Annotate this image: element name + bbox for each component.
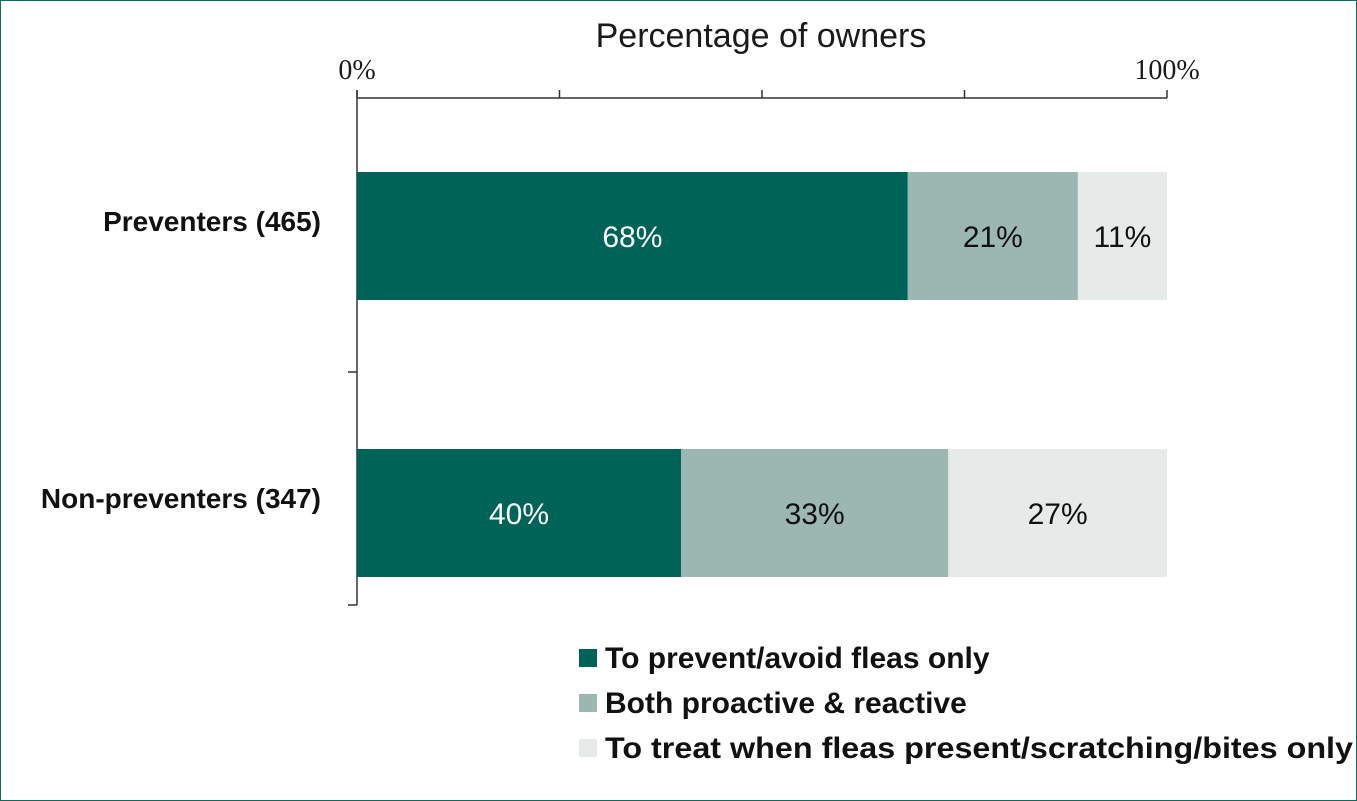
legend-label: To treat when fleas present/scratching/b… [605,732,1353,765]
legend-swatch [579,649,597,667]
x-tick-label: 0% [338,55,375,86]
bar-value-label: 40% [489,498,549,531]
legend-item: To treat when fleas present/scratching/b… [579,732,1353,765]
legend-swatch [579,694,597,712]
bar-segment [1077,172,1167,300]
legend-swatch [579,739,597,757]
bar-segment [948,449,1167,577]
category-label: Preventers (465) [103,206,321,237]
x-tick-label: 100% [1134,55,1199,86]
bar-segment [357,449,681,577]
bar-value-label: 27% [1028,498,1088,531]
bars: 68% 21% 11% 40% 33% 27% [357,172,1167,577]
bar-segment [907,172,1078,300]
legend-item: To prevent/avoid fleas only [579,642,990,675]
x-ticks: 0% 100% [338,55,1200,98]
bar-segment [357,172,908,300]
legend-label: Both proactive & reactive [605,687,967,720]
legend-item: Both proactive & reactive [579,687,967,720]
category-labels: Preventers (465) Non-preventers (347) [41,206,321,514]
legend: To prevent/avoid fleas only Both proactiv… [579,642,1353,765]
x-axis-title: Percentage of owners [596,17,927,55]
category-label: Non-preventers (347) [41,483,321,514]
bar-value-label: 33% [785,498,845,531]
bar-value-label: 68% [602,221,662,254]
bar-segment [681,449,949,577]
bar-value-label: 11% [1094,221,1152,254]
legend-label: To prevent/avoid fleas only [605,642,990,675]
bar-value-label: 21% [963,221,1023,254]
